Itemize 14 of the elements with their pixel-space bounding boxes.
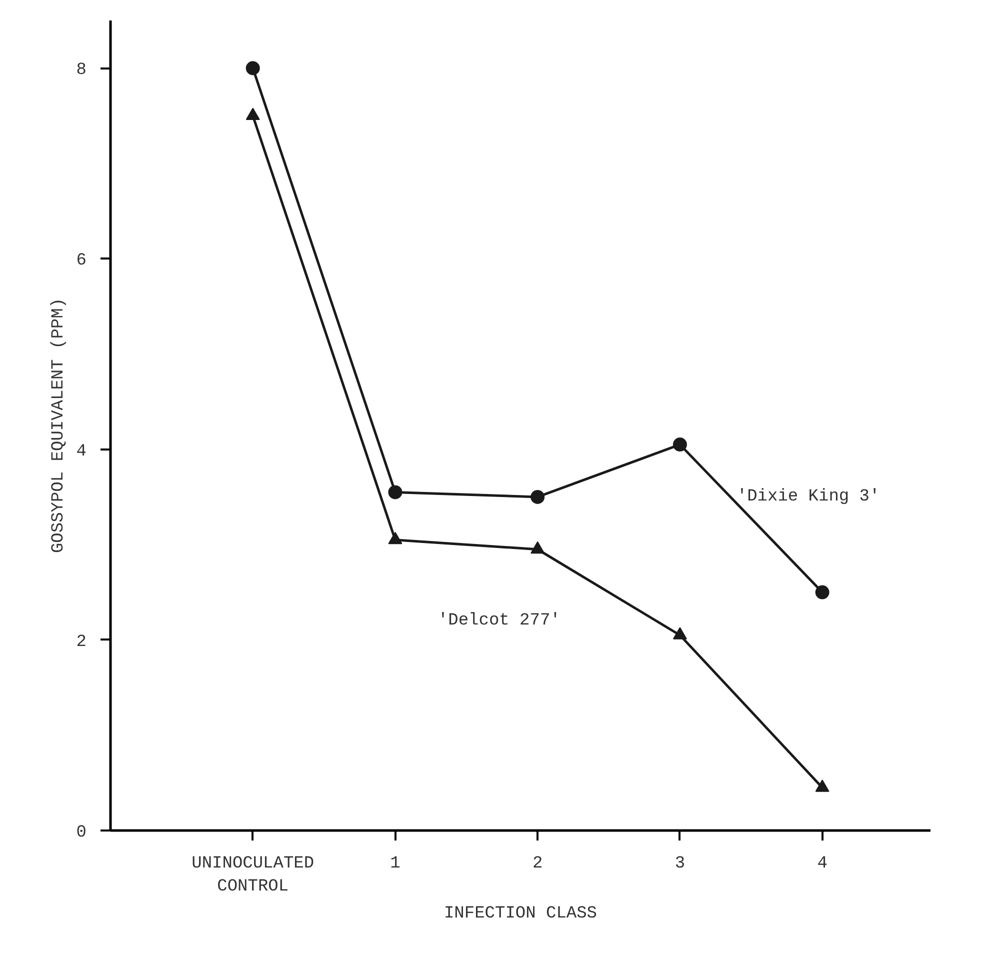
y-axis-title: GOSSYPOL EQUIVALENT (PPM) <box>49 298 68 554</box>
y-tick-label: 4 <box>76 442 86 462</box>
series-label: 'Dixie King 3' <box>736 487 880 506</box>
text: 'Delcot 277' <box>438 611 560 630</box>
x-axis-title: INFECTION CLASS <box>444 904 598 924</box>
x-tick-label: 4 <box>817 854 828 874</box>
y-tick-label: 0 <box>76 824 86 842</box>
x-tick-label: 2 <box>532 854 543 874</box>
x-tick-label: 3 <box>674 854 686 874</box>
y-tick-label: 8 <box>76 61 86 80</box>
x-tick-label: UNINOCULATED CONTROL <box>192 854 314 896</box>
y-tick-label: 6 <box>76 252 86 271</box>
y-tick-label: 2 <box>76 632 86 652</box>
x-tick-label: 1 <box>390 854 400 874</box>
